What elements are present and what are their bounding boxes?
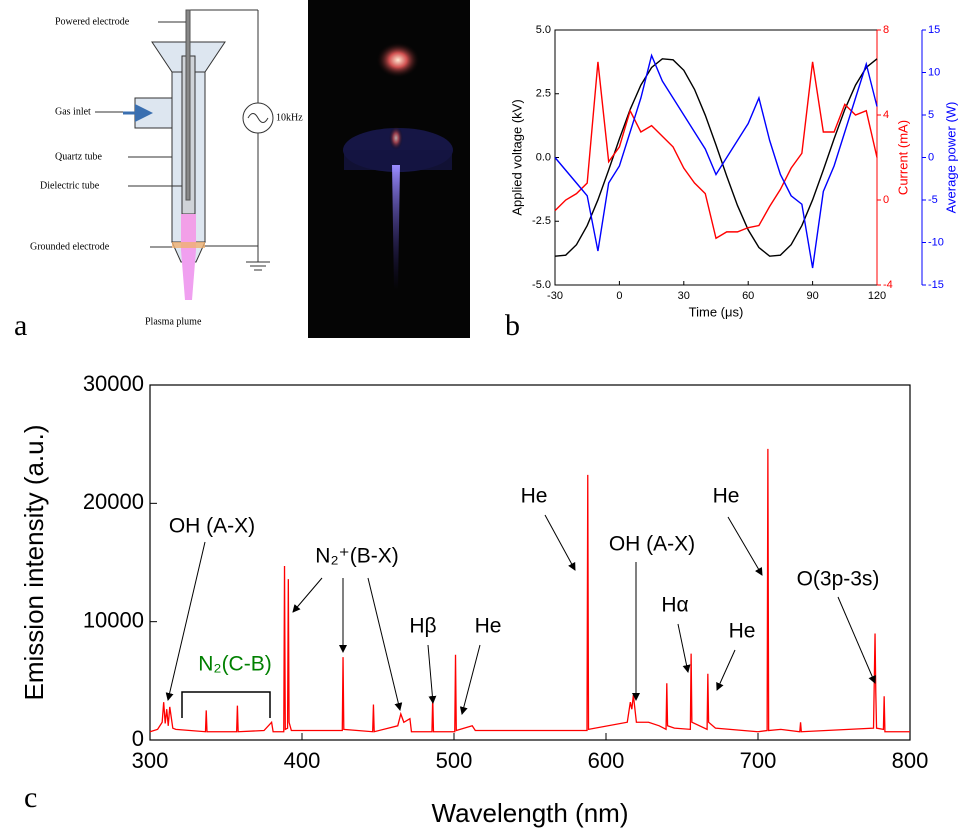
y-tick-label: 10000 <box>83 607 144 632</box>
annotation-arrow <box>367 577 403 711</box>
x-tick-label: 800 <box>892 748 929 773</box>
panel-letter: c <box>24 781 37 814</box>
series-line <box>554 53 878 269</box>
annotation: He <box>713 485 740 508</box>
annotation: OH (A-X) <box>609 533 695 556</box>
y3-tick-label: 5 <box>928 109 934 121</box>
annotation: N₂⁺(B-X) <box>315 545 398 568</box>
y2-tick-label: 4 <box>883 109 889 121</box>
annotation-arrow <box>292 577 323 613</box>
y3-axis-title: Average power (W) <box>943 102 958 214</box>
panel-letter: b <box>505 309 520 342</box>
x-tick-label: 30 <box>678 290 690 302</box>
x-tick-label: 700 <box>740 748 777 773</box>
y-tick-label: -2.5 <box>532 215 551 227</box>
label: 10kHz <box>276 112 303 123</box>
annotation: He <box>521 485 548 508</box>
x-tick-label: 120 <box>868 290 886 302</box>
y3-tick-label: 0 <box>928 151 934 163</box>
panel-letter: a <box>14 309 27 342</box>
y-tick-label: 30000 <box>83 371 144 396</box>
x-tick-label: 60 <box>742 290 754 302</box>
series-line <box>554 61 878 240</box>
y-tick-label: 5.0 <box>536 24 551 36</box>
annotation-arrow <box>727 516 763 576</box>
annotation-arrow <box>165 541 206 701</box>
label: Dielectric tube <box>40 180 100 191</box>
annotation-arrow <box>459 644 481 715</box>
x-tick-label: 500 <box>436 748 473 773</box>
y2-tick-label: -4 <box>883 279 893 291</box>
annotation: Hβ <box>409 615 436 638</box>
annotation: He <box>475 615 502 638</box>
y2-tick-label: 0 <box>883 194 889 206</box>
y-tick-label: 2.5 <box>536 88 551 100</box>
y3-tick-label: -15 <box>928 279 944 291</box>
annotation: Hα <box>661 594 688 617</box>
x-tick-label: 300 <box>132 748 169 773</box>
annotation-arrow <box>544 514 576 571</box>
label: Quartz tube <box>55 151 102 162</box>
annotation: He <box>729 620 756 643</box>
y-axis-title: Emission intensity (a.u.) <box>19 425 49 701</box>
y3-tick-label: -10 <box>928 236 944 248</box>
series-line <box>554 58 878 257</box>
annotation-bracket <box>181 691 271 718</box>
x-axis-title: Wavelength (nm) <box>432 798 629 828</box>
x-tick-label: 400 <box>284 748 321 773</box>
plot-frame <box>554 29 878 286</box>
y3-tick-label: 15 <box>928 24 940 36</box>
annotation-arrow <box>427 644 437 704</box>
y-tick-label: -5.0 <box>532 279 551 291</box>
y-tick-label: 20000 <box>83 489 144 514</box>
schematic <box>95 9 274 300</box>
label: Powered electrode <box>55 16 130 27</box>
y2-axis-title: Current (mA) <box>895 120 910 195</box>
annotation: OH (A-X) <box>169 515 255 538</box>
y-axis-title: Applied voltage (kV) <box>509 99 524 215</box>
x-axis-title: Time (μs) <box>689 304 744 319</box>
spectrum-line <box>149 448 910 733</box>
x-tick-label: -30 <box>547 290 563 302</box>
x-tick-label: 600 <box>588 748 625 773</box>
x-tick-label: 0 <box>616 290 622 302</box>
annotation: N₂(C-B) <box>198 653 271 676</box>
label: Gas inlet <box>55 106 91 117</box>
y3-tick-label: -5 <box>928 194 938 206</box>
y-tick-label: 0.0 <box>536 151 551 163</box>
y3-tick-label: 10 <box>928 66 940 78</box>
y2-tick-label: 8 <box>883 24 889 36</box>
annotation-arrow <box>716 649 736 691</box>
x-tick-label: 90 <box>806 290 818 302</box>
annotation-arrow <box>837 596 876 684</box>
label: Grounded electrode <box>30 241 110 252</box>
plot-frame <box>149 384 911 741</box>
label: Plasma plume <box>145 316 202 327</box>
y-tick-label: 0 <box>132 726 144 751</box>
annotation: O(3p-3s) <box>797 568 880 591</box>
photo <box>308 0 470 338</box>
annotation-arrow <box>677 623 691 673</box>
